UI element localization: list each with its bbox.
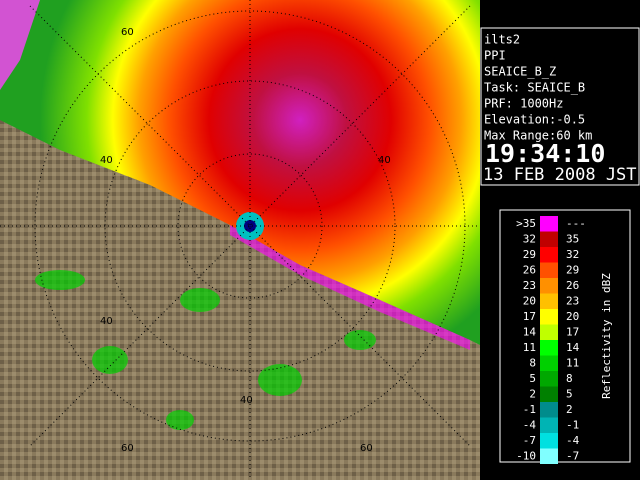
legend-high: 5	[566, 387, 573, 400]
info-line: PRF: 1000Hz	[484, 97, 563, 111]
legend-low: >35	[516, 217, 536, 230]
legend-swatch	[540, 231, 558, 247]
legend-high: 11	[566, 356, 579, 369]
legend-low: 23	[523, 279, 536, 292]
legend-low: 32	[523, 232, 536, 245]
legend-low: 29	[523, 248, 536, 261]
legend-high: 26	[566, 279, 579, 292]
info-line: Max Range:60 km	[484, 129, 592, 143]
legend-box	[499, 209, 631, 463]
legend-swatch	[540, 340, 558, 356]
coast-echo	[230, 225, 470, 350]
legend-title: Reflectivity in dBZ	[600, 273, 613, 399]
land	[0, 120, 480, 480]
info-line: Task: SEAICE_B	[484, 81, 585, 95]
legend-low: -1	[523, 403, 536, 416]
legend-high: 20	[566, 310, 579, 323]
radar-image: 60 40 40 40 40 60 60	[0, 0, 480, 480]
legend-swatch	[540, 247, 558, 263]
legend-low: 11	[523, 341, 536, 354]
legend-high: ---	[566, 217, 586, 230]
range-rings	[0, 0, 480, 480]
legend-swatch	[540, 417, 558, 433]
legend-swatch	[540, 448, 558, 464]
legend-low: -4	[523, 418, 537, 431]
legend-high: -1	[566, 418, 579, 431]
range-label: 60	[121, 27, 134, 38]
legend-swatch	[540, 324, 558, 340]
legend-low: 5	[529, 372, 536, 385]
legend-swatch	[540, 386, 558, 402]
legend: >35 --- 32 35 29 32 26 29 23 26 20 23 17 20 14 17 11 14 8 1…	[516, 216, 586, 464]
legend-low: 17	[523, 310, 536, 323]
legend-swatch	[540, 309, 558, 325]
range-label: 60	[360, 443, 373, 454]
range-label: 40	[100, 155, 113, 166]
legend-low: -10	[516, 449, 536, 462]
legend-swatch	[540, 402, 558, 418]
legend-swatch	[540, 433, 558, 449]
legend-low: 20	[523, 294, 536, 307]
legend-high: -7	[566, 449, 579, 462]
legend-high: 14	[566, 341, 580, 354]
range-label: 60	[121, 443, 134, 454]
land-echoes	[35, 270, 376, 430]
range-label: 40	[100, 316, 113, 327]
legend-low: 14	[523, 325, 537, 338]
legend-high: 8	[566, 372, 573, 385]
time: 19:34:10	[485, 139, 605, 168]
legend-low: -7	[523, 434, 536, 447]
legend-swatch	[540, 293, 558, 309]
info-line: Elevation:-0.5	[484, 113, 585, 127]
legend-swatch	[540, 216, 558, 232]
legend-swatch	[540, 371, 558, 387]
legend-low: 8	[529, 356, 536, 369]
echo-cell	[0, 0, 40, 90]
info-line: SEAICE_B_Z	[484, 65, 556, 79]
legend-swatch	[540, 278, 558, 294]
info-line: PPI	[484, 49, 506, 63]
legend-high: 32	[566, 248, 579, 261]
legend-swatch	[540, 262, 558, 278]
info-panel	[480, 27, 640, 186]
legend-high: 29	[566, 263, 579, 276]
legend-swatch	[540, 355, 558, 371]
legend-low: 2	[529, 387, 536, 400]
date: 13 FEB 2008 JST	[483, 165, 637, 185]
range-label: 40	[378, 155, 391, 166]
info-text: ilts2 PPI SEAICE_B_Z Task: SEAICE_B PRF: 100…	[484, 33, 592, 143]
legend-high: 23	[566, 294, 579, 307]
legend-high: 17	[566, 325, 579, 338]
info-line: ilts2	[484, 33, 520, 47]
legend-high: -4	[566, 434, 580, 447]
legend-low: 26	[523, 263, 536, 276]
radar-site	[244, 220, 256, 232]
legend-high: 2	[566, 403, 573, 416]
range-label: 40	[240, 395, 253, 406]
legend-high: 35	[566, 232, 579, 245]
